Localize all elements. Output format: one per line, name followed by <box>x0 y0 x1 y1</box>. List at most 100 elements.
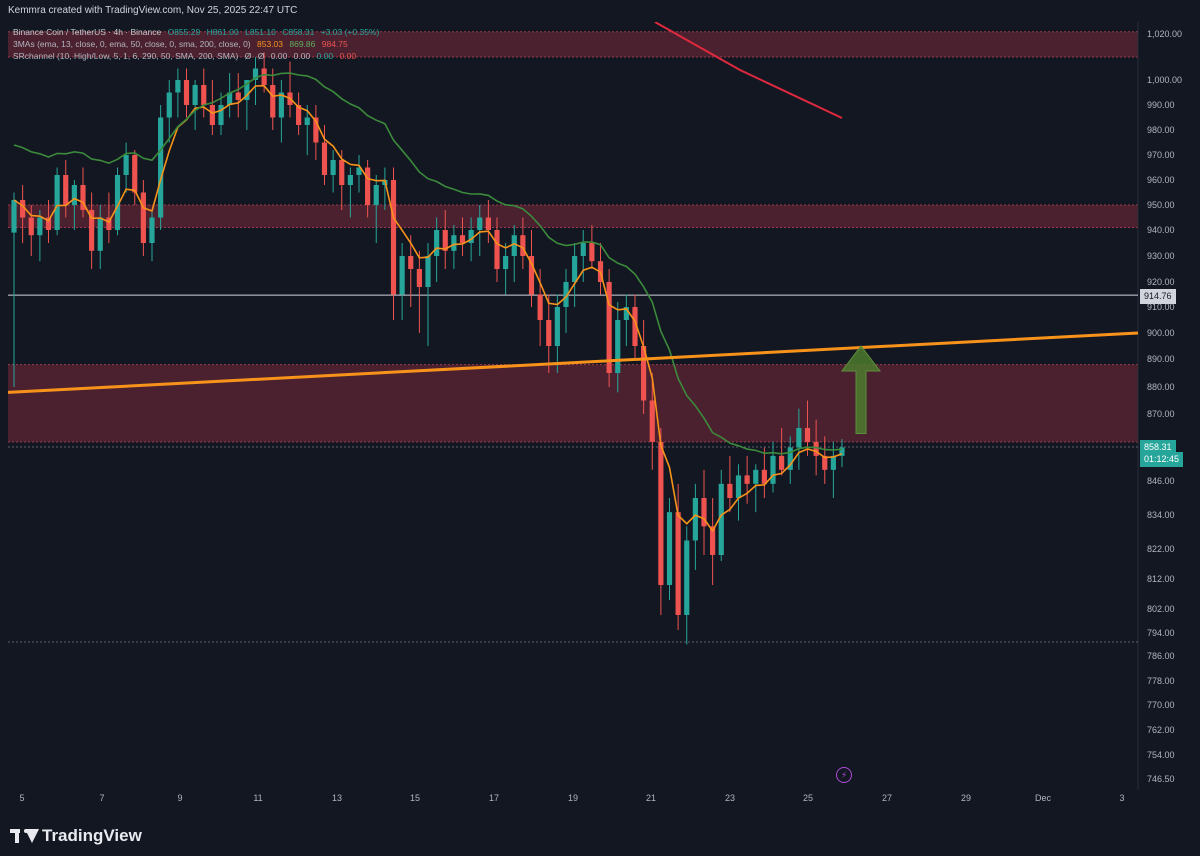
candle-body <box>735 475 742 498</box>
tradingview-logo-icon <box>10 829 39 843</box>
candle-body <box>20 200 26 218</box>
up-arrow-icon <box>840 345 882 435</box>
change-value: +3.03 (+0.35%) <box>320 27 380 37</box>
candle-body <box>140 192 146 243</box>
candle-body <box>684 540 690 615</box>
x-tick-label: 19 <box>568 793 578 803</box>
candle-body <box>244 80 250 100</box>
lightning-alert-icon[interactable]: ⚡ <box>836 767 852 783</box>
candle-body <box>761 469 767 484</box>
x-tick-label: 9 <box>177 793 182 803</box>
candle-body <box>296 105 302 125</box>
candle-body <box>158 117 164 218</box>
candle-body <box>554 307 560 346</box>
candle-body <box>399 256 405 295</box>
candle-body <box>615 320 621 373</box>
y-tick-label: 754.00 <box>1147 750 1175 760</box>
y-tick-label: 762.00 <box>1147 725 1175 735</box>
y-tick-label: 846.00 <box>1147 476 1175 486</box>
candle-body <box>373 185 379 205</box>
candle-body <box>192 85 198 105</box>
candle-body <box>511 235 517 256</box>
y-tick-label: 834.00 <box>1147 510 1175 520</box>
close-value: C858.31 <box>282 27 315 37</box>
candle-body <box>442 230 448 251</box>
y-tick-label: 990.00 <box>1147 100 1175 110</box>
sr-legend[interactable]: SRchannel (10, High/Low, 5, 1, 6, 290, 5… <box>13 51 360 61</box>
y-tick-label: 802.00 <box>1147 604 1175 614</box>
candle-body <box>528 256 535 295</box>
candle-body <box>563 282 569 307</box>
candle-body <box>649 400 655 442</box>
y-tick-label: 900.00 <box>1147 328 1175 338</box>
tradingview-brand[interactable]: TradingView <box>10 826 142 846</box>
candle-body <box>494 230 500 269</box>
x-tick-label: 5 <box>19 793 24 803</box>
candle-body <box>770 455 776 484</box>
ema50-value: 869.86 <box>289 39 316 49</box>
ema50-line <box>13 72 843 455</box>
resistance-zones <box>8 31 1138 443</box>
candle-body <box>166 92 172 118</box>
candle-body <box>623 307 629 320</box>
candle-body <box>692 498 698 541</box>
moving-averages <box>13 21 843 533</box>
sma200-line <box>654 21 843 119</box>
candle-body <box>80 185 86 210</box>
ema13-value: 853.03 <box>257 39 284 49</box>
candle-body <box>787 447 793 470</box>
horizontal-levels <box>8 294 1138 643</box>
x-tick-label: 29 <box>961 793 971 803</box>
candle-body <box>365 167 371 205</box>
resistance-zone-0 <box>8 31 1138 57</box>
candle-body <box>209 105 215 125</box>
candle-body <box>45 217 52 230</box>
candle-body <box>485 217 491 230</box>
candle-body <box>632 307 638 346</box>
x-tick-label: 11 <box>253 793 262 803</box>
candle-body <box>54 175 60 230</box>
price-axis: 1,020.00 1,000.00 990.00 980.00 970.00 960.00… <box>1147 29 1182 784</box>
candle-body <box>235 92 241 100</box>
sr-value-3: 0.00 <box>270 51 288 61</box>
footer-bar: TradingView <box>0 806 1200 856</box>
sr-value-2: Ø <box>257 51 265 61</box>
ascending-trendline <box>7 331 1139 394</box>
sr-value-5: 0.00 <box>316 51 334 61</box>
ema13-line <box>13 84 843 533</box>
candle-body <box>261 68 267 85</box>
y-tick-label: 794.00 <box>1147 628 1175 638</box>
projection-arrow <box>840 345 882 435</box>
candle-body <box>175 80 181 93</box>
candle-body <box>201 85 207 105</box>
symbol-legend[interactable]: Binance Coin / TetherUS · 4h · Binance O… <box>13 27 383 37</box>
x-tick-label: 27 <box>882 793 892 803</box>
candle-body <box>89 210 95 251</box>
candle-body <box>321 142 328 175</box>
y-tick-label: 1,000.00 <box>1147 75 1182 85</box>
ma-legend[interactable]: 3MAs (ema, 13, close, 0, ema, 50, close,… <box>13 39 352 49</box>
candle-body <box>675 512 681 615</box>
y-tick-label: 910.00 <box>1147 302 1175 312</box>
candle-body <box>132 155 138 193</box>
candle-body <box>434 230 440 256</box>
x-tick-label: 17 <box>489 793 499 803</box>
y-tick-label: 930.00 <box>1147 251 1175 261</box>
x-tick-label: Dec <box>1035 793 1052 803</box>
y-tick-label: 980.00 <box>1147 125 1175 135</box>
candle-body <box>710 526 716 555</box>
candle-body <box>304 117 310 125</box>
candle-body <box>183 80 190 105</box>
candle-body <box>822 455 828 470</box>
symbol-title: Binance Coin / TetherUS · 4h · Binance <box>13 27 162 37</box>
candle-body <box>606 282 612 373</box>
candle-body <box>149 217 155 243</box>
y-tick-label: 880.00 <box>1147 382 1175 392</box>
x-tick-label: 23 <box>725 793 735 803</box>
candle-body <box>572 256 578 282</box>
candle-body <box>37 217 43 236</box>
y-tick-label: 870.00 <box>1147 409 1175 419</box>
open-value: O855.29 <box>167 27 201 37</box>
sr-value-1: Ø <box>244 51 252 61</box>
